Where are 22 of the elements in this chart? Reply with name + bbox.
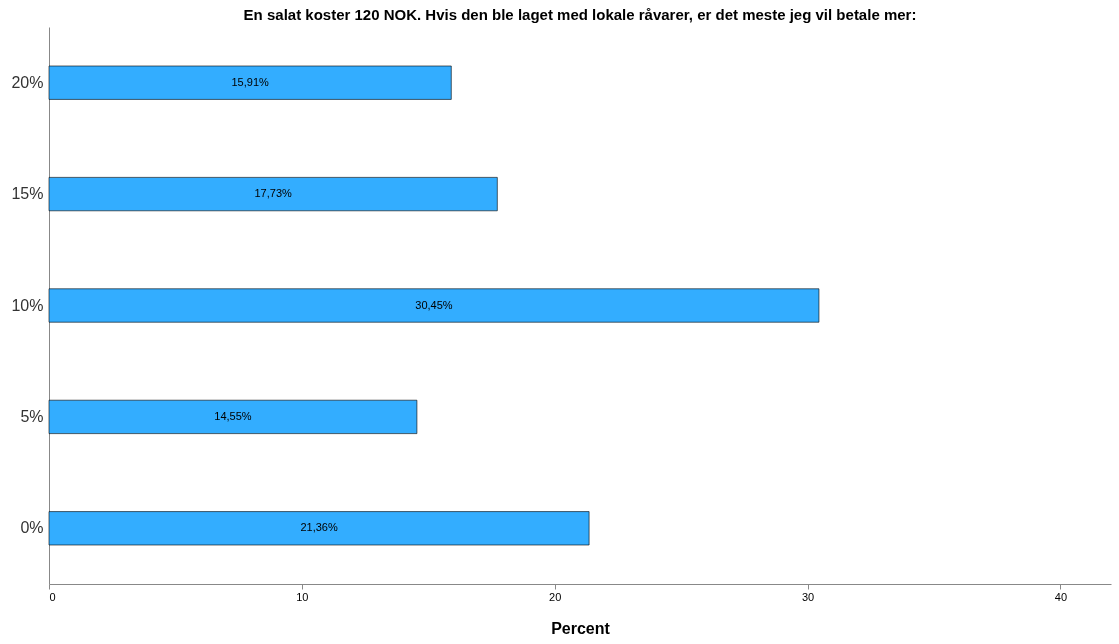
data-label: 30,45% xyxy=(415,298,453,311)
data-label: 14,55% xyxy=(214,409,252,422)
y-tick-label: 15% xyxy=(11,185,44,203)
x-tick-label: 10 xyxy=(296,590,309,603)
bar xyxy=(48,511,590,546)
data-label: 17,73% xyxy=(254,187,293,200)
data-label: 21,36% xyxy=(300,521,338,534)
bar xyxy=(48,65,452,100)
y-tick-label: 0% xyxy=(20,519,44,537)
data-label: 15,91% xyxy=(231,75,270,88)
bar xyxy=(48,288,820,323)
x-tick-label: 20 xyxy=(549,590,562,603)
y-tick-label: 5% xyxy=(20,407,44,425)
x-tick-label: 40 xyxy=(1054,590,1068,603)
bar xyxy=(48,177,498,212)
bar xyxy=(48,399,418,434)
chart-title: En salat koster 120 NOK. Hvis den ble laget med lokale råvarer, er det meste jeg vil betale mer: xyxy=(243,6,917,23)
y-tick-label: 20% xyxy=(11,73,44,91)
x-axis-title: Percent xyxy=(551,619,611,637)
y-tick-label: 10% xyxy=(11,296,44,314)
x-tick-label: 30 xyxy=(801,590,815,603)
x-tick-label: 0 xyxy=(49,590,56,603)
